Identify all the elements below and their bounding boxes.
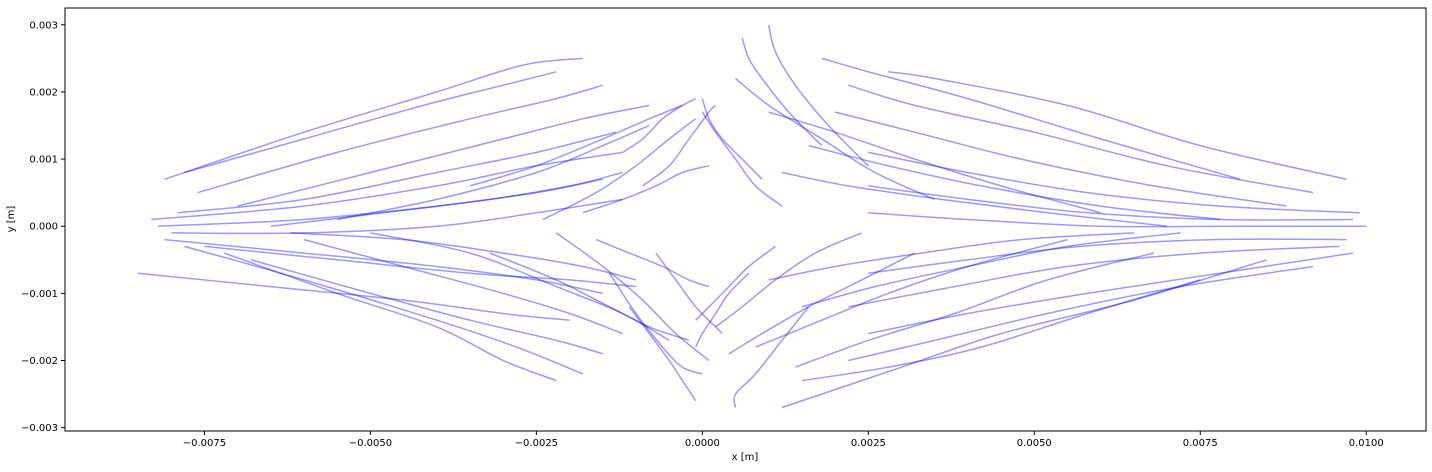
trajectory-line-52 — [728, 252, 916, 355]
x-axis-label: x [m] — [732, 452, 759, 463]
trajectory-line-45 — [768, 111, 1101, 214]
trajectory-line-47 — [781, 171, 1168, 227]
trajectory-line-51 — [735, 77, 936, 201]
trajectory-line-11 — [137, 272, 570, 321]
x-tick-label: 0.0050 — [1017, 438, 1052, 449]
trajectory-line-5 — [151, 151, 623, 221]
trajectory-line-17 — [370, 232, 670, 342]
trajectory-line-26 — [622, 97, 697, 154]
trajectory-line-34 — [834, 111, 1287, 207]
trajectory-line-50 — [801, 232, 1181, 308]
trajectory-line-12 — [184, 245, 584, 375]
y-axis: −0.003 −0.002 −0.001 0.000 0.001 0.002 0.003 — [21, 20, 65, 434]
trajectory-line-23 — [555, 232, 710, 362]
trajectory-line-29 — [642, 104, 717, 187]
trajectory-line-57 — [701, 111, 783, 207]
trajectory-line-31 — [821, 57, 1241, 180]
y-tick-label: 0.001 — [29, 155, 58, 166]
trajectory-line-15 — [303, 238, 623, 335]
trajectory-layer — [137, 24, 1367, 409]
x-tick-label: −0.0075 — [183, 438, 226, 449]
trajectory-line-18 — [270, 171, 623, 227]
trajectory-line-49 — [808, 144, 1221, 221]
trajectory-line-38 — [868, 238, 1347, 274]
trajectory-line-60 — [695, 272, 750, 348]
trajectory-line-19 — [290, 232, 637, 281]
trajectory-line-32 — [888, 71, 1347, 180]
trajectory-line-43 — [801, 279, 1201, 382]
trajectory-line-36 — [868, 185, 1354, 221]
trajectory-line-55 — [741, 37, 823, 147]
y-axis-label: y [m] — [6, 206, 17, 233]
y-tick-label: −0.003 — [21, 423, 58, 434]
plot-frame — [64, 7, 1427, 432]
trajectory-line-48 — [768, 232, 1134, 281]
trajectory-line-8 — [177, 131, 617, 214]
trajectory-line-9 — [204, 245, 637, 288]
trajectory-line-21 — [489, 252, 690, 342]
trajectory-line-28 — [608, 272, 703, 375]
trajectory-line-4 — [237, 104, 650, 207]
trajectory-line-42 — [781, 259, 1267, 409]
trajectory-line-53 — [767, 24, 869, 167]
trajectory-line-25 — [595, 238, 710, 288]
trajectory-line-46 — [755, 238, 1068, 348]
y-tick-label: −0.002 — [21, 356, 58, 367]
trajectory-line-37 — [868, 212, 1367, 228]
trajectory-line-59 — [701, 98, 763, 180]
trajectory-line-2 — [184, 71, 557, 174]
y-tick-label: −0.001 — [21, 289, 58, 300]
trajectory-line-3 — [197, 84, 604, 194]
trajectory-line-56 — [733, 306, 810, 408]
trajectory-line-27 — [628, 306, 697, 402]
x-tick-label: 0.0100 — [1349, 438, 1384, 449]
trajectory-line-14 — [250, 259, 604, 355]
trajectory-line-13 — [224, 252, 557, 382]
x-tick-label: 0.0025 — [851, 438, 886, 449]
y-tick-label: 0.003 — [29, 20, 58, 31]
trajectory-line-33 — [848, 84, 1314, 194]
x-tick-label: −0.0025 — [515, 438, 558, 449]
trajectory-line-10 — [164, 238, 603, 295]
x-tick-label: −0.0050 — [349, 438, 392, 449]
trajectory-line-6 — [157, 178, 603, 227]
trajectory-line-58 — [695, 245, 776, 321]
trajectory-line-16 — [337, 124, 650, 221]
y-tick-label: 0.000 — [29, 222, 58, 233]
trajectory-line-30 — [655, 252, 723, 335]
y-tick-label: 0.002 — [29, 87, 58, 98]
trajectory-line-35 — [868, 151, 1360, 214]
trajectory-line-1 — [164, 57, 583, 180]
trajectory-line-41 — [848, 265, 1314, 362]
trajectory-line-44 — [795, 252, 1154, 368]
x-tick-label: 0.0000 — [685, 438, 720, 449]
trajectory-line-20 — [469, 104, 683, 187]
x-tick-label: 0.0075 — [1183, 438, 1218, 449]
trajectory-line-22 — [542, 118, 697, 221]
x-axis: −0.0075 −0.0050 −0.0025 0.0000 0.0025 0.0050 0… — [183, 431, 1384, 449]
trajectory-line-40 — [868, 252, 1354, 335]
trajectory-line-39 — [848, 245, 1340, 308]
trajectory-line-7 — [171, 198, 623, 235]
trajectory-line-24 — [582, 165, 710, 214]
trajectory-line-54 — [715, 232, 862, 328]
